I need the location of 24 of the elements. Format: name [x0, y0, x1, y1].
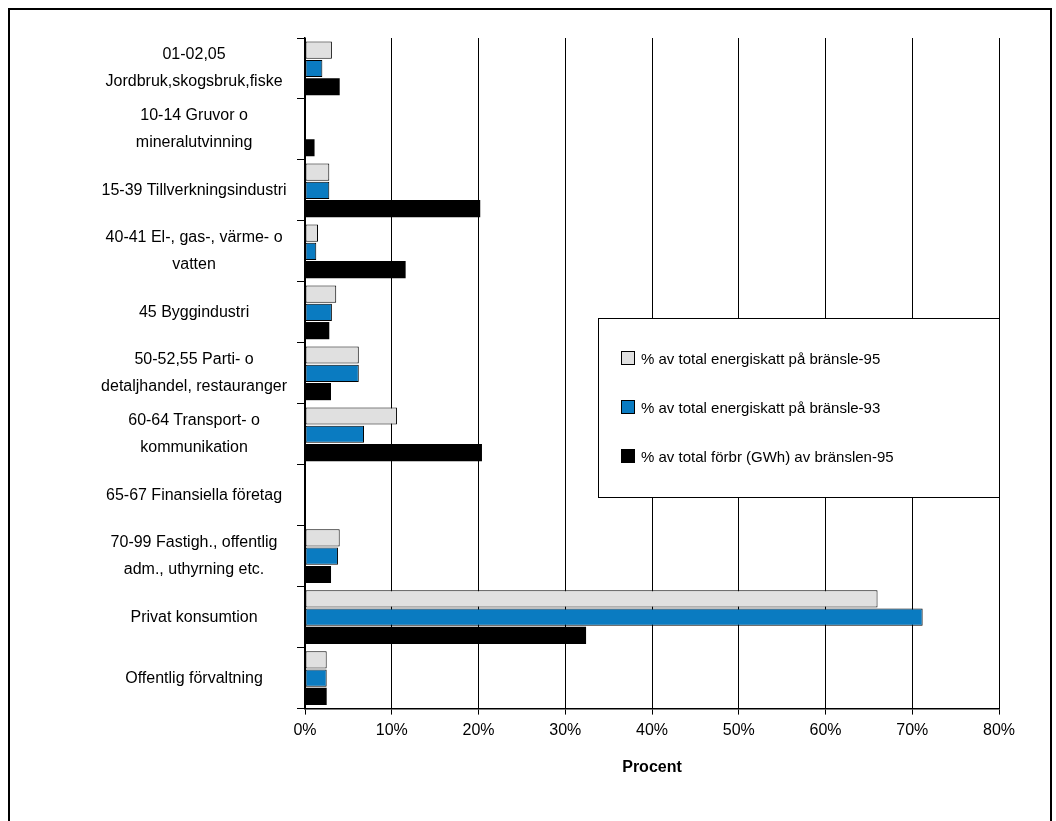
y-tick-label: 10-14 Gruvor o mineralutvinning	[135, 106, 253, 151]
y-tick-label: Offentlig förvaltning	[125, 668, 263, 686]
y-tick-label: Privat konsumtion	[130, 607, 258, 625]
x-tick-label: 70%	[896, 720, 929, 738]
x-axis-title: Procent	[622, 757, 683, 775]
legend-label: % av total förbr (GWh) av bränslen-95	[641, 447, 894, 465]
x-tick-label: 40%	[635, 720, 669, 738]
y-tick-label: 45 Byggindustri	[138, 302, 250, 320]
y-tick-label: 65-67 Finansiella företag	[105, 485, 283, 503]
x-tick-label: 30%	[549, 720, 582, 738]
y-tick-label: 60-64 Transport- o kommunikation	[128, 411, 260, 456]
x-tick-label: 10%	[375, 720, 408, 738]
y-tick-label: 15-39 Tillverkningsindustri	[101, 180, 287, 198]
legend-label: % av total energiskatt på bränsle-95	[641, 349, 881, 367]
x-tick-label: 80%	[982, 720, 1016, 738]
x-tick-label: 20%	[462, 720, 495, 738]
y-tick-label: 40-41 El-, gas-, värme- o vatten	[105, 228, 283, 273]
y-tick-label: 01-02,05 Jordbruk,skogsbruk,fiske	[105, 45, 283, 90]
legend-label: % av total energiskatt på bränsle-93	[641, 398, 881, 416]
y-tick-label: 70-99 Fastigh., offentlig adm., uthyrning etc.	[110, 533, 278, 578]
x-tick-label: 0%	[293, 720, 317, 738]
y-tick-label: 50-52,55 Parti- o detaljhandel, restauranger	[101, 350, 288, 395]
x-tick-label: 50%	[722, 720, 755, 738]
x-tick-label: 60%	[809, 720, 842, 738]
